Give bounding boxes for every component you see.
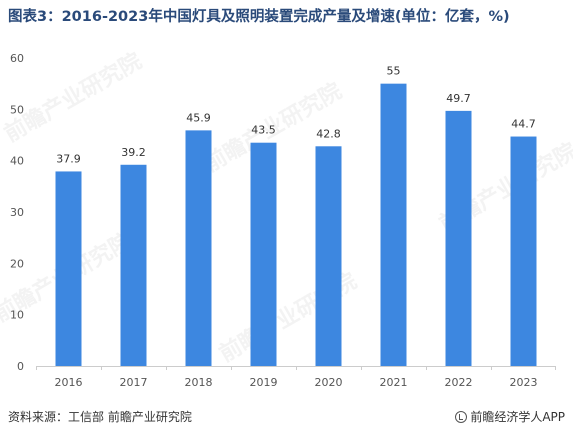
bar bbox=[510, 136, 537, 366]
data-label: 49.7 bbox=[446, 92, 471, 105]
x-tick-label: 2017 bbox=[120, 376, 148, 389]
bar bbox=[55, 171, 82, 366]
data-label: 42.8 bbox=[316, 127, 341, 140]
bar bbox=[120, 164, 147, 366]
chart-title: 图表3：2016-2023年中国灯具及照明装置完成产量及增速(单位：亿套，%) bbox=[8, 9, 510, 25]
data-label: 43.5 bbox=[251, 124, 276, 137]
data-label: 45.9 bbox=[186, 111, 211, 124]
y-tick-label: 0 bbox=[17, 360, 24, 373]
x-tick-label: 2018 bbox=[185, 376, 213, 389]
data-label: 39.2 bbox=[121, 146, 146, 159]
data-label: 55 bbox=[387, 65, 401, 78]
y-tick-label: 10 bbox=[10, 309, 24, 322]
brand: 前瞻经济学人APP bbox=[455, 409, 565, 425]
brand-name: 前瞻经济学人APP bbox=[470, 410, 565, 424]
brand-logo-icon bbox=[455, 411, 468, 423]
bar bbox=[315, 146, 342, 366]
x-tick-label: 2021 bbox=[380, 376, 408, 389]
bar bbox=[185, 130, 212, 366]
y-tick-label: 60 bbox=[10, 52, 24, 65]
y-tick-label: 40 bbox=[10, 155, 24, 168]
bar bbox=[250, 142, 277, 366]
x-tick-label: 2023 bbox=[510, 376, 538, 389]
bar bbox=[380, 83, 407, 367]
source-note: 资料来源：工信部 前瞻产业研究院 bbox=[8, 410, 192, 424]
x-tick-label: 2020 bbox=[315, 376, 343, 389]
y-tick-label: 30 bbox=[10, 206, 24, 219]
x-tick-label: 2022 bbox=[445, 376, 473, 389]
y-tick-label: 20 bbox=[10, 257, 24, 270]
data-label: 44.7 bbox=[511, 118, 536, 131]
bar bbox=[445, 110, 472, 366]
x-tick-label: 2019 bbox=[250, 376, 278, 389]
x-tick-label: 2016 bbox=[55, 376, 83, 389]
y-tick-label: 50 bbox=[10, 103, 24, 116]
data-label: 37.9 bbox=[56, 152, 81, 165]
